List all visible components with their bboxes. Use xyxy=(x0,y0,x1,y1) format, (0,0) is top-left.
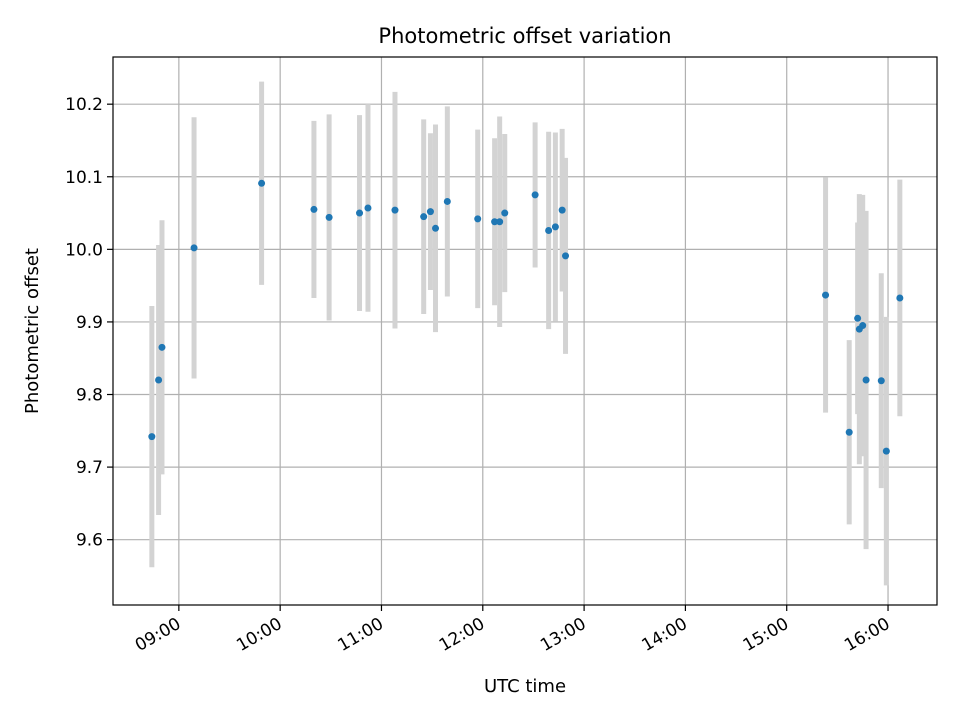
grid xyxy=(113,57,937,605)
data-point xyxy=(854,314,862,322)
data-point xyxy=(158,343,166,351)
data-point xyxy=(474,215,482,223)
data-point xyxy=(822,291,830,299)
data-point xyxy=(155,376,163,384)
data-point xyxy=(325,213,333,221)
data-point xyxy=(426,208,434,216)
data-point xyxy=(310,205,318,213)
y-tick-label: 9.9 xyxy=(76,313,103,333)
data-point xyxy=(432,224,440,232)
plot-frame xyxy=(112,56,938,606)
data-point xyxy=(258,179,266,187)
data-point xyxy=(496,218,504,226)
data-point xyxy=(877,377,885,385)
data-point xyxy=(545,226,553,234)
data-point xyxy=(845,428,853,436)
data-points xyxy=(148,179,904,455)
data-point xyxy=(562,252,570,260)
data-point xyxy=(364,204,372,212)
data-point xyxy=(862,376,870,384)
data-point xyxy=(148,433,156,441)
y-tick-label: 10.2 xyxy=(65,95,103,115)
data-point xyxy=(882,447,890,455)
data-point xyxy=(420,213,428,221)
x-axis-label: UTC time xyxy=(484,676,566,697)
data-point xyxy=(391,206,399,214)
data-point xyxy=(531,191,539,199)
data-point xyxy=(896,294,904,302)
chart-title: Photometric offset variation xyxy=(378,24,671,48)
y-axis-label: Photometric offset xyxy=(22,248,43,414)
data-point xyxy=(443,197,451,205)
data-point xyxy=(356,209,364,217)
y-tick-label: 9.6 xyxy=(76,531,103,551)
y-tick-label: 10.0 xyxy=(65,240,103,260)
data-point xyxy=(501,209,509,217)
y-tick-label: 9.8 xyxy=(76,386,103,406)
y-axis-ticks: 9.6 9.7 9.8 9.9 10.0 10.1 10.2 xyxy=(65,95,113,551)
y-tick-label: 9.7 xyxy=(76,458,103,478)
data-point xyxy=(558,206,566,214)
data-point xyxy=(491,218,499,226)
data-point xyxy=(551,223,559,231)
data-point xyxy=(859,322,867,330)
data-point xyxy=(190,244,198,252)
y-tick-label: 10.1 xyxy=(65,168,103,188)
